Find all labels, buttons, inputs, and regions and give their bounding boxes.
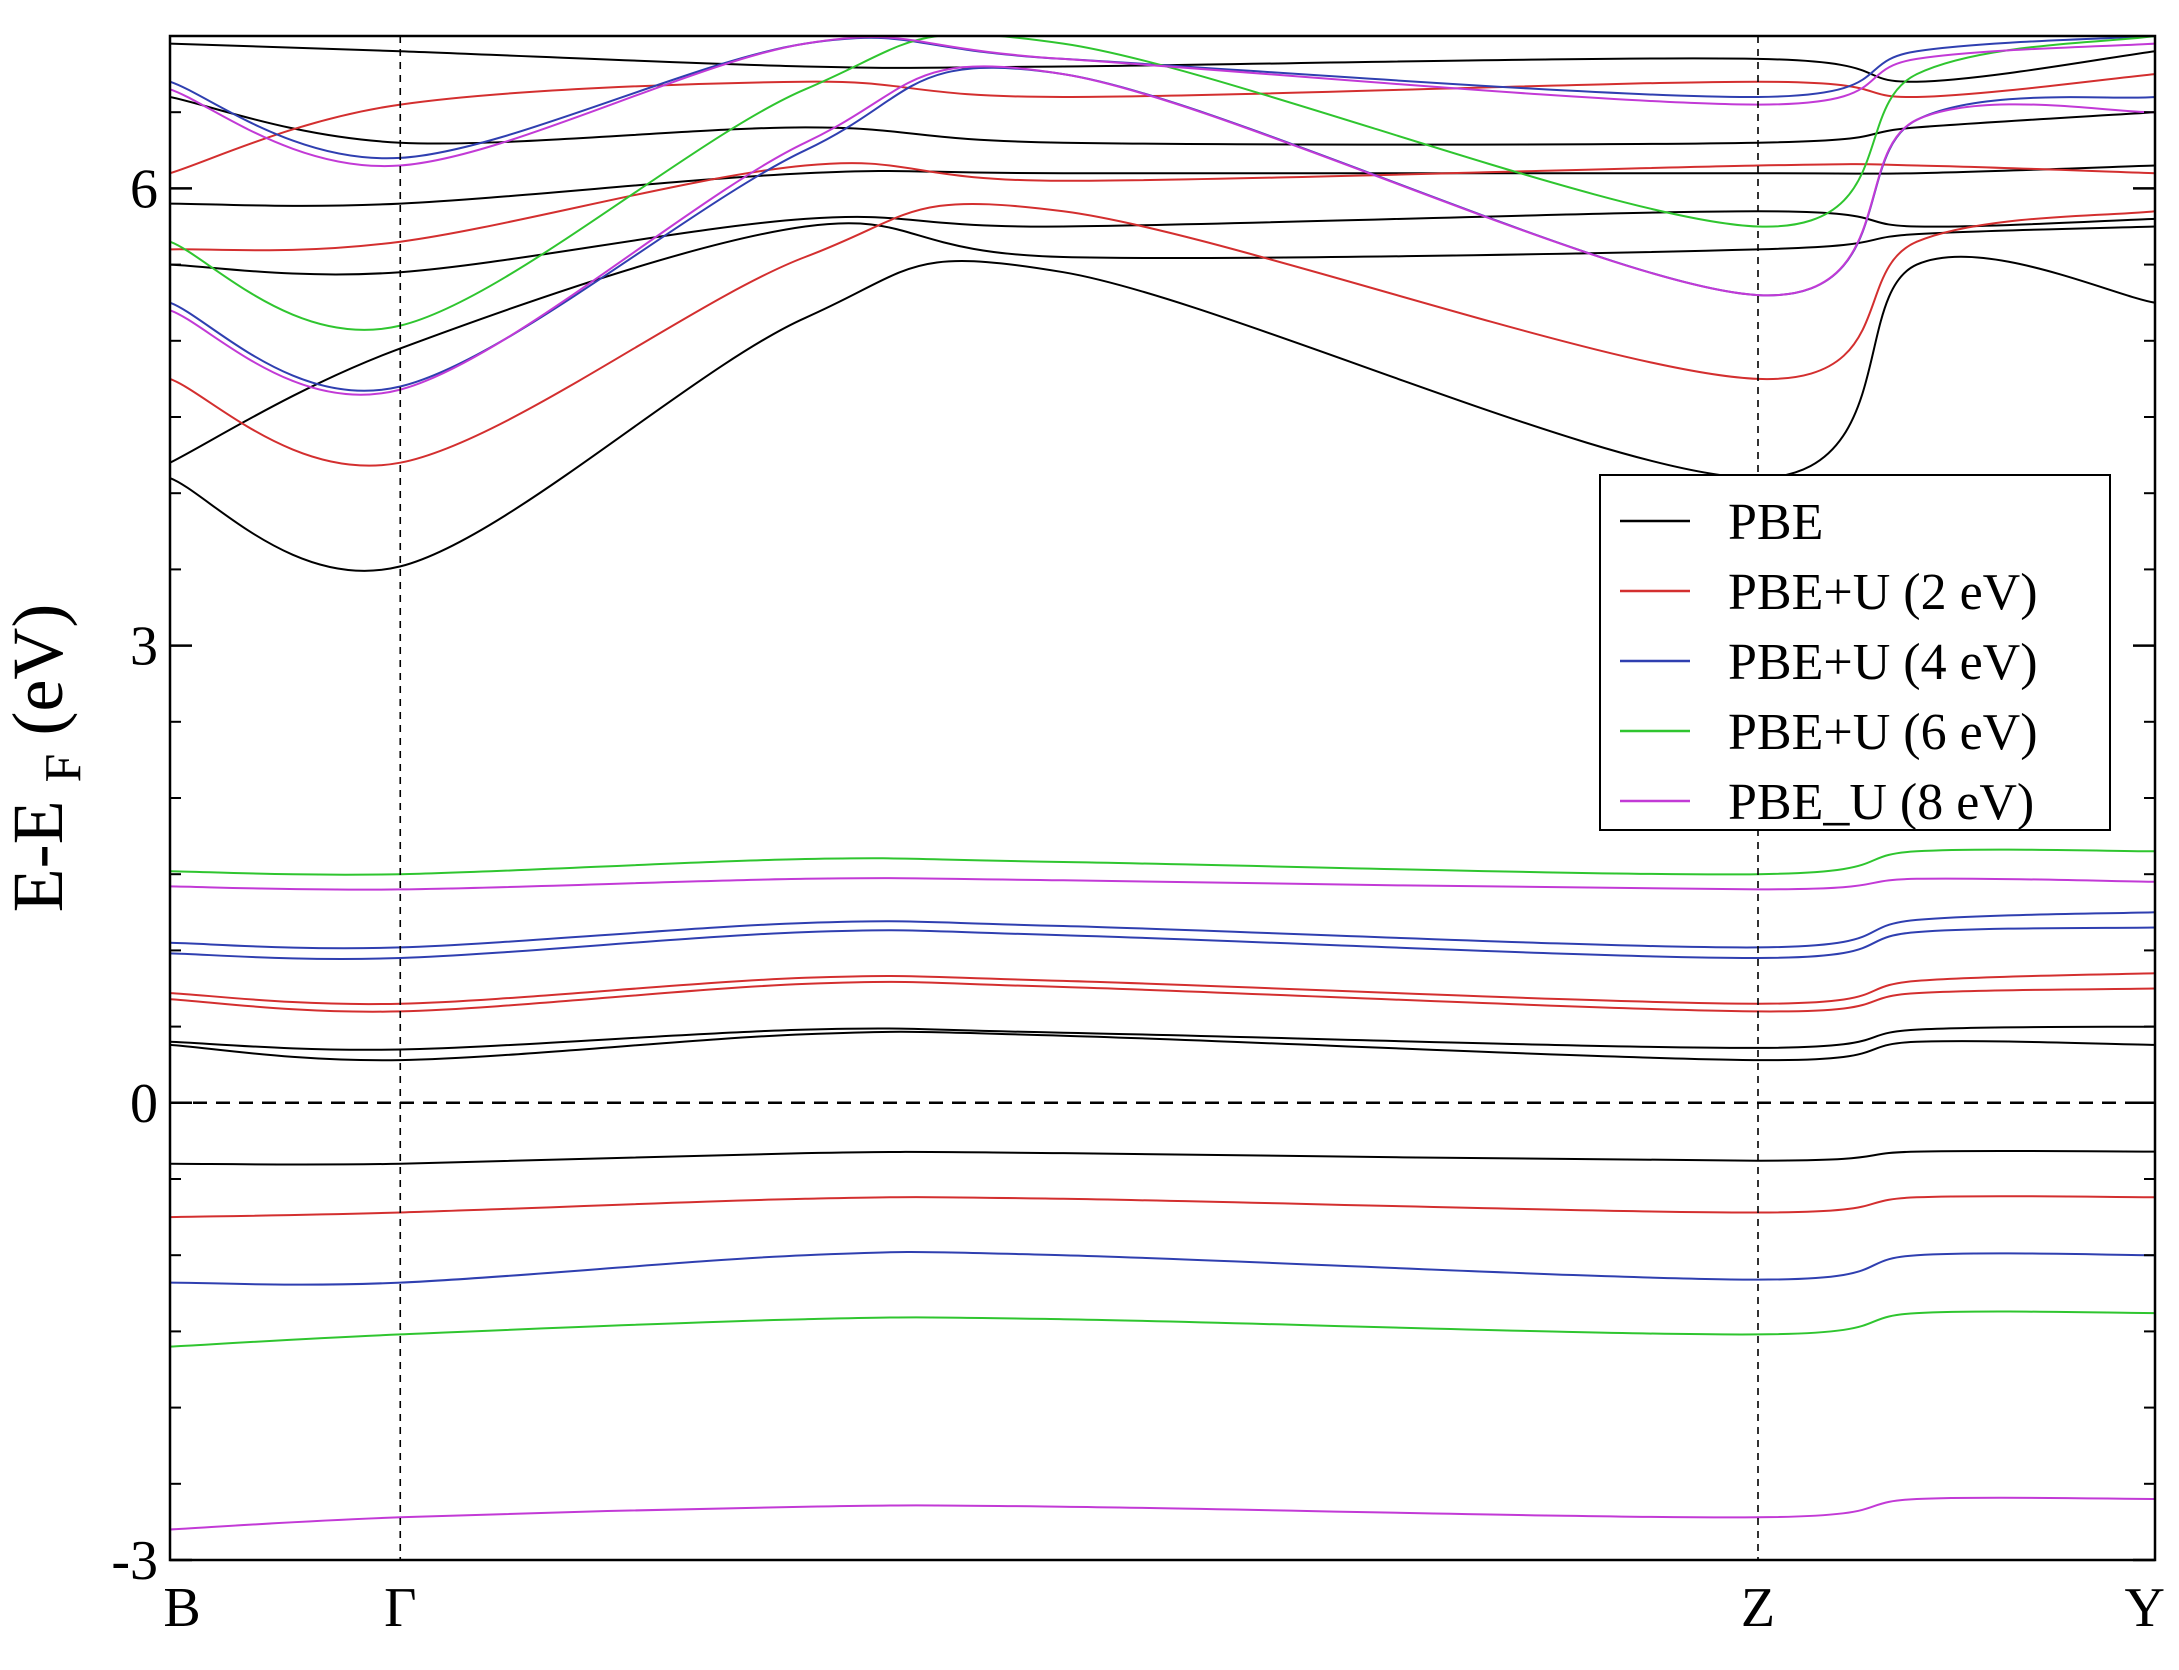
- band-line: [170, 1250, 2155, 1286]
- band-line: [170, 42, 2155, 83]
- band-line: [170, 222, 2155, 464]
- guides-layer: [170, 36, 2155, 1560]
- band-line: [170, 1030, 2155, 1062]
- band-line: [170, 203, 2155, 467]
- svg-text:E-E F (eV): E-E F (eV): [0, 604, 96, 913]
- y-axis-title: E-E F (eV): [0, 604, 96, 913]
- band-line: [170, 1195, 2155, 1219]
- bands-layer: [170, 36, 2155, 1531]
- y-tick-label: -3: [111, 1530, 158, 1592]
- band-line: [170, 1025, 2155, 1051]
- band-line: [170, 36, 2155, 331]
- y-axis-title-unit: (eV): [0, 604, 78, 736]
- y-tick-label: 3: [130, 616, 158, 678]
- band-line: [170, 96, 2155, 146]
- series-4: [170, 36, 2155, 1531]
- band-line: [170, 877, 2155, 891]
- band-line: [170, 1310, 2155, 1348]
- band-line: [170, 162, 2155, 252]
- legend: PBE PBE+U (2 eV) PBE+U (4 eV) PBE+U (6 eV) P…: [1599, 474, 2111, 831]
- band-line: [170, 66, 2155, 392]
- legend-label: PBE+U (4 eV): [1728, 634, 2038, 691]
- legend-label: PBE: [1728, 494, 1823, 551]
- band-line: [170, 65, 2155, 396]
- band-line: [170, 980, 2155, 1013]
- band-line: [170, 164, 2155, 207]
- band-line: [170, 1149, 2155, 1166]
- y-axis-title-main: E-E: [0, 800, 78, 912]
- legend-label: PBE+U (2 eV): [1728, 564, 2038, 621]
- band-line: [170, 926, 2155, 960]
- x-tick-label-kpoint: Z: [1741, 1577, 1775, 1639]
- band-line: [170, 911, 2155, 950]
- ticks-layer: -3 0 3 6 B Γ Z Y: [111, 35, 2165, 1639]
- x-tick-label-kpoint: B: [163, 1577, 200, 1639]
- band-line: [170, 972, 2155, 1006]
- band-line: [170, 255, 2155, 572]
- band-line: [170, 210, 2155, 276]
- y-axis-title-subscript: F: [35, 754, 92, 783]
- x-tick-label-kpoint: Γ: [384, 1577, 416, 1639]
- series-0: [170, 42, 2155, 1166]
- band-line: [170, 73, 2155, 175]
- legend-label: PBE+U (6 eV): [1728, 704, 2038, 761]
- band-line: [170, 848, 2155, 876]
- series-3: [170, 36, 2155, 1348]
- y-tick-label: 0: [130, 1073, 158, 1135]
- series-1: [170, 73, 2155, 1219]
- x-tick-label-kpoint: Y: [2125, 1577, 2165, 1639]
- legend-box: [1599, 474, 2111, 831]
- band-line: [170, 1496, 2155, 1531]
- legend-label: PBE_U (8 eV): [1728, 774, 2034, 831]
- y-tick-label: 6: [130, 158, 158, 220]
- band-line: [170, 36, 2155, 168]
